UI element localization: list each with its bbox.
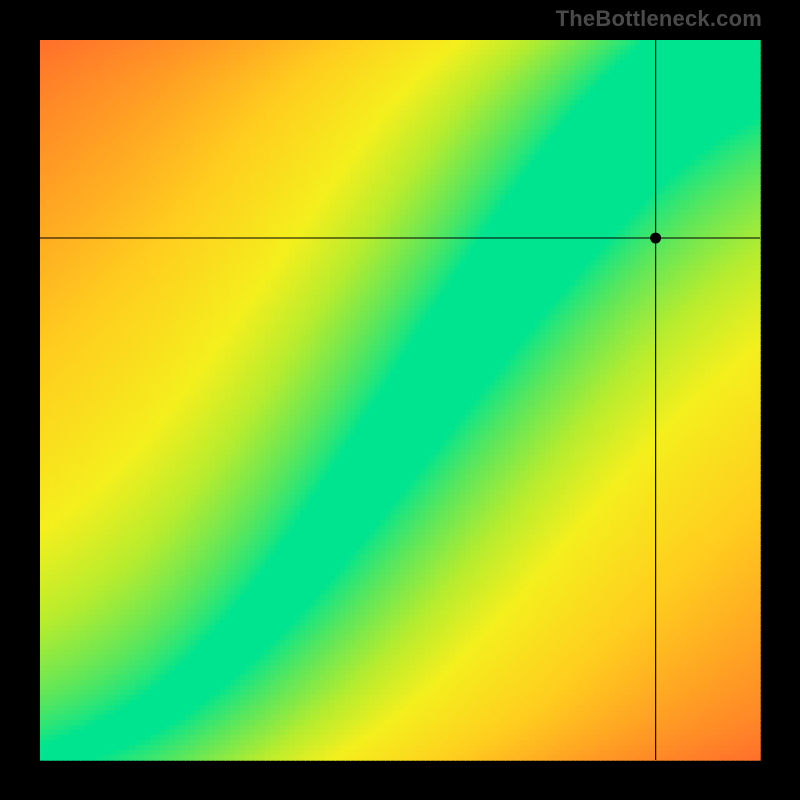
chart-container: TheBottleneck.com (0, 0, 800, 800)
watermark-text: TheBottleneck.com (556, 6, 762, 32)
bottleneck-heatmap (0, 0, 800, 800)
